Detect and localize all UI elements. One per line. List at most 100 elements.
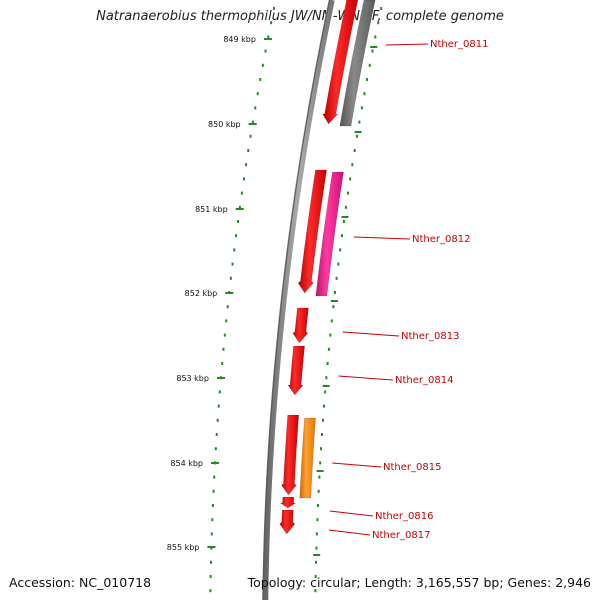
minor-tick-outer — [320, 447, 323, 451]
minor-tick-outer — [351, 163, 354, 167]
minor-tick-outer — [333, 291, 336, 294]
minor-tick-outer — [315, 560, 318, 564]
gene-arrow — [281, 414, 300, 496]
companion-feature — [315, 171, 344, 297]
minor-tick-inner — [214, 447, 217, 451]
minor-tick-inner — [215, 433, 218, 436]
topology-text: Topology: circular; Length: 3,165,557 bp… — [247, 575, 591, 590]
major-tick — [235, 208, 244, 210]
minor-tick-outer — [315, 532, 318, 536]
minor-tick-inner — [229, 276, 232, 280]
tick-label: 853 kbp — [176, 374, 209, 383]
minor-tick-outer — [358, 120, 361, 124]
gene-label-leader — [385, 43, 429, 46]
minor-tick-inner — [209, 575, 212, 578]
minor-tick-outer — [330, 319, 333, 323]
tick-label: 850 kbp — [208, 120, 241, 129]
minor-tick-outer — [371, 49, 374, 53]
gene-label: Nther_0814 — [395, 375, 453, 386]
minor-tick-inner — [247, 149, 250, 152]
gene-arrow — [292, 307, 309, 344]
gene-label: Nther_0813 — [401, 331, 459, 342]
genome-backbone — [262, 0, 335, 600]
minor-tick-outer — [317, 489, 320, 493]
minor-tick-outer — [316, 518, 319, 522]
gene-arrow — [287, 345, 305, 396]
minor-tick-inner — [264, 49, 267, 53]
minor-tick-inner — [261, 63, 264, 67]
minor-tick-outer — [332, 305, 335, 309]
tick-label: 854 kbp — [170, 459, 203, 468]
minor-tick-inner — [267, 35, 270, 39]
minor-tick-outer — [325, 376, 328, 380]
gene-arrow — [279, 509, 296, 535]
tick-label: 855 kbp — [167, 543, 200, 552]
minor-tick-outer — [340, 234, 343, 238]
minor-tick-outer — [368, 63, 371, 67]
minor-tick-outer — [342, 220, 345, 223]
minor-tick-inner — [225, 319, 228, 323]
minor-tick-inner — [210, 546, 213, 550]
minor-tick-inner — [221, 362, 224, 365]
minor-tick-inner — [216, 418, 219, 422]
tick-label: 849 kbp — [223, 35, 256, 44]
major-tick-outer — [322, 385, 330, 387]
minor-tick-inner — [259, 78, 262, 81]
minor-tick-inner — [249, 134, 252, 138]
gene-label-leader — [353, 236, 411, 240]
major-tick — [216, 377, 225, 379]
major-tick-outer — [354, 131, 362, 133]
tick-layer: 849 kbp 850 kbp 851 kbp 852 kbp 853 kbp 854 k… — [167, 7, 383, 593]
gene-label: Nther_0817 — [372, 530, 430, 541]
tick-label: 851 kbp — [195, 205, 228, 214]
major-tick-outer — [330, 300, 338, 302]
gene-label: Nther_0811 — [430, 39, 488, 50]
tick-label: 852 kbp — [185, 289, 218, 298]
gene-label-leader — [332, 462, 382, 468]
minor-tick-inner — [233, 248, 236, 252]
minor-tick-outer — [319, 461, 322, 465]
minor-tick-outer — [320, 433, 323, 436]
genome-title: Natranaerobius thermophilus JW/NM-WN-LF,… — [96, 9, 504, 24]
minor-tick-outer — [353, 149, 356, 152]
minor-tick-outer — [339, 248, 342, 252]
backbone-edge — [262, 0, 331, 600]
minor-tick-inner — [213, 475, 216, 479]
minor-tick-inner — [231, 262, 234, 266]
major-tick — [225, 292, 234, 294]
minor-tick-inner — [235, 234, 238, 238]
accession-text: Accession: NC_010718 — [9, 575, 152, 590]
gene-label: Nther_0812 — [412, 234, 470, 245]
minor-tick-inner — [270, 21, 273, 25]
minor-tick-outer — [316, 504, 319, 507]
minor-tick-inner — [217, 404, 220, 408]
minor-tick-outer — [374, 35, 377, 39]
gene-arrow — [297, 169, 327, 294]
minor-tick-outer — [315, 546, 318, 550]
minor-tick-inner — [245, 163, 248, 167]
major-tick — [211, 462, 220, 464]
minor-tick-outer — [321, 418, 324, 422]
companion-feature — [339, 0, 376, 127]
gene-label: Nther_0816 — [375, 511, 433, 522]
minor-tick-inner — [212, 489, 215, 493]
minor-tick-inner — [209, 560, 212, 564]
gene-label-leader — [329, 510, 374, 517]
minor-tick-outer — [324, 390, 327, 394]
gene-label-leader — [328, 529, 371, 536]
major-tick — [207, 546, 216, 548]
minor-tick-outer — [380, 7, 383, 10]
major-tick-outer — [313, 554, 321, 556]
minor-tick-outer — [344, 205, 347, 209]
minor-tick-outer — [337, 262, 340, 266]
minor-tick-outer — [323, 404, 326, 408]
minor-tick-outer — [355, 134, 358, 138]
minor-tick-outer — [314, 589, 317, 593]
gene-arrow — [279, 496, 297, 509]
minor-tick-outer — [377, 21, 380, 25]
backbone-layer — [262, 0, 335, 600]
companion-feature — [299, 417, 316, 499]
minor-tick-inner — [209, 589, 212, 593]
gene-label-leader — [342, 331, 400, 337]
